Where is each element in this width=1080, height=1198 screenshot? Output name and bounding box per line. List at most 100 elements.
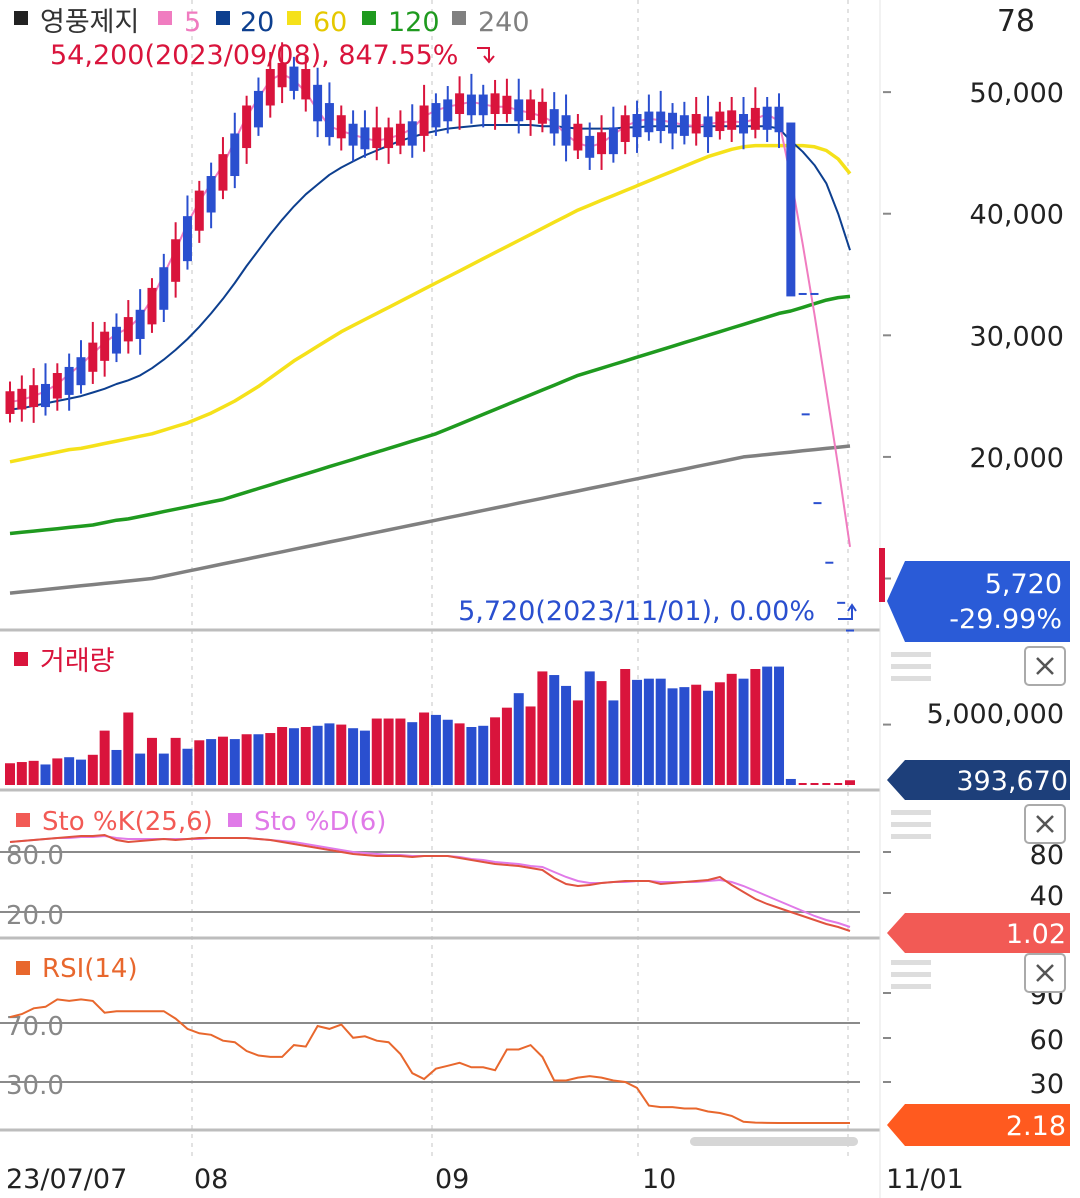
rsi-title: RSI(14) [42,954,138,984]
volume-bar [336,724,347,785]
candle-body [727,110,737,130]
candle-body [277,62,287,88]
candle-body [289,66,299,91]
volume-panel-close-icon[interactable] [1024,646,1066,686]
candle-body [64,366,74,395]
volume-bar [40,764,51,785]
volume-bar [277,727,288,785]
volume-bar [52,758,63,785]
volume-bar [584,671,595,785]
candle-body [348,123,358,146]
candle-body [478,94,488,116]
candle-body [715,111,725,132]
volume-panel-menu-icon[interactable] [891,652,931,681]
volume-bar [253,734,264,785]
candles [5,42,854,632]
price-badge: 5,720 -29.99% [879,548,1070,642]
candle-body [514,99,524,122]
candle-body [135,309,145,339]
x-label-aug: 08 [194,1164,228,1195]
sto-panel-menu-icon[interactable] [891,810,931,839]
volume-bar [703,690,714,785]
volume-bar [312,725,323,785]
volume-bar [407,722,418,785]
ma240-line [9,444,851,595]
candle-body [431,103,441,128]
sto-d-title: Sto %D(6) [254,807,386,837]
candle-body [265,69,275,106]
volume-bar [750,669,761,785]
candle-body [336,115,346,139]
candle-body [561,115,571,146]
candle-body [573,123,583,151]
volume-bar [632,679,643,785]
volume-bar [146,737,157,785]
candle-body [585,135,595,158]
volume-bar [620,669,631,785]
candle-body [620,115,630,142]
candle-body [490,93,500,115]
candle-body [407,121,417,146]
volume-axis-label: 5,000,000 [927,699,1064,730]
x-label-nov: 11/01 [886,1164,964,1195]
sto-line-label-20: 20.0 [6,901,64,931]
candle-body [750,107,760,130]
volume-bar [501,707,512,785]
volume-bar [667,688,678,785]
volume-bar [5,763,15,785]
price-tick-label: 50,000 [970,78,1064,109]
volume-bar [64,757,75,785]
candle-body [194,190,204,231]
candle-body [443,99,453,122]
volume-bar [655,678,666,785]
ma20-line [9,124,851,411]
candle-body [29,385,39,408]
candle-body [679,115,689,136]
candle-body [537,101,547,124]
volume-bar [419,712,430,785]
high-arrow-icon [477,47,495,64]
sto-d-line [9,834,851,928]
sto-axis-40: 40 [1030,881,1064,912]
candle-body [111,326,121,354]
price-tick-label: 40,000 [970,200,1064,231]
volume-bar [99,730,110,785]
candle-body [786,122,796,297]
volume-bar [383,718,394,785]
volume-bar [229,739,240,785]
candle-body [230,133,240,177]
rsi-panel-close-icon[interactable] [1024,953,1066,993]
candle-body [455,93,465,115]
volume-bar [158,753,169,785]
volume-bar [359,730,370,785]
rsi-panel-menu-icon[interactable] [891,960,931,989]
volume-bar [466,727,477,785]
high-note: 54,200(2023/09/08), 847.55% [50,40,458,71]
ma120-line [9,294,851,536]
volume-bar [572,700,583,785]
volume-bar [324,723,335,785]
low-note: 5,720(2023/11/01), 0.00% [458,596,815,627]
rsi-badge-value: 2.18 [1006,1111,1066,1142]
candle-body [502,95,512,115]
sto-badge: 1.02 [887,913,1070,953]
sto-k-line [9,833,851,932]
horizontal-scrollbar[interactable] [690,1137,858,1146]
volume-bar [549,675,560,785]
x-label-sep: 09 [435,1164,469,1195]
candle-body [774,106,784,133]
sto-panel-close-icon[interactable] [1024,804,1066,844]
price-badge-price: 5,720 [985,569,1062,600]
candle-body [360,127,370,150]
candle-body [206,176,216,213]
candle-body [324,103,334,138]
rsi-line [9,998,850,1124]
volume-bar [288,728,299,785]
ma240-label: 240 [478,7,530,38]
volume-bars [5,666,891,785]
volume-bar [28,760,39,785]
rsi-axis-60: 60 [1030,1025,1064,1056]
volume-bar [561,685,572,785]
sto-lines [9,833,891,932]
